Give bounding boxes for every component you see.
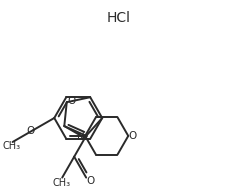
Text: O: O [86, 176, 94, 186]
Text: N: N [77, 132, 85, 142]
Text: CH₃: CH₃ [52, 178, 70, 188]
Text: O: O [26, 126, 34, 136]
Text: CH₃: CH₃ [2, 141, 21, 151]
Text: O: O [128, 131, 136, 141]
Text: HCl: HCl [106, 11, 130, 25]
Text: O: O [68, 96, 76, 106]
